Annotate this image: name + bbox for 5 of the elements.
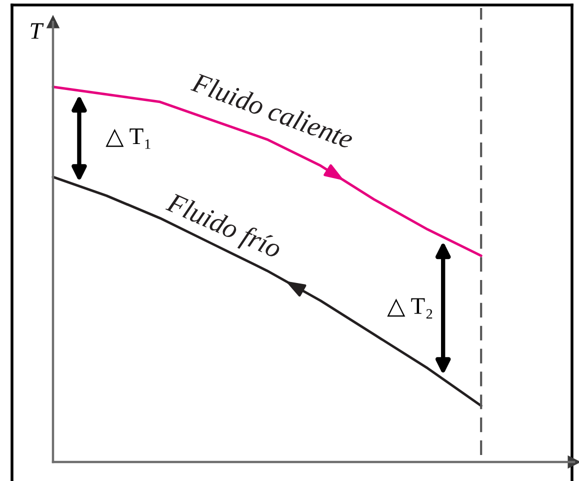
text: Fluido frío — [162, 191, 284, 264]
text: Fluido caliente — [190, 72, 355, 150]
annotation: △ T₂ — [387, 298, 432, 319]
annotation: △ T₁ — [106, 128, 150, 149]
y-axis-title: T — [30, 23, 44, 39]
